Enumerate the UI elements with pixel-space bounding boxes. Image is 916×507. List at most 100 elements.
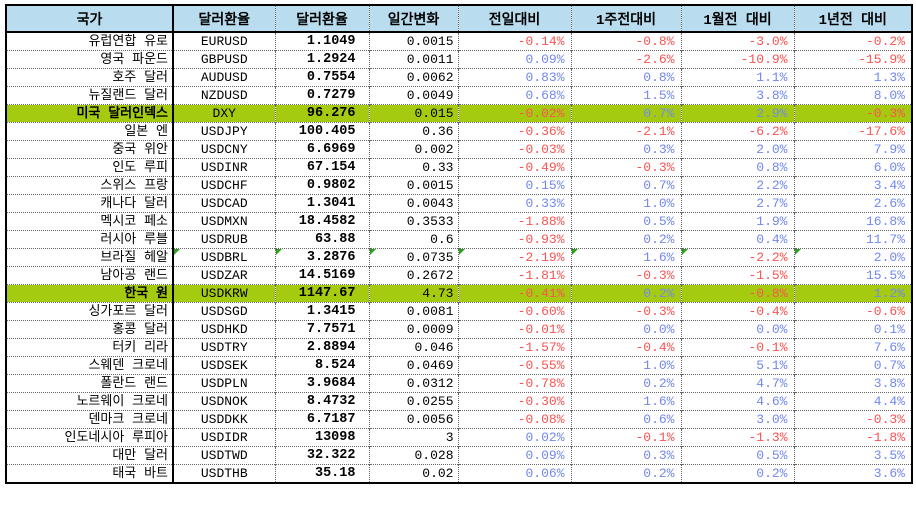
- vs-prev-day-cell[interactable]: 0.33%: [457, 194, 571, 213]
- vs-1-week-cell[interactable]: 1.6%: [570, 392, 681, 411]
- vs-1-month-cell[interactable]: -1.5%: [680, 266, 794, 285]
- vs-prev-day-cell[interactable]: -0.55%: [457, 356, 571, 375]
- vs-1-month-cell[interactable]: -0.4%: [680, 302, 794, 321]
- vs-prev-day-cell[interactable]: 0.09%: [457, 446, 571, 465]
- vs-1-week-cell[interactable]: -0.3%: [570, 266, 681, 285]
- country-cell[interactable]: 태국 바트: [6, 464, 173, 483]
- daily-change-cell[interactable]: 0.015: [368, 104, 458, 123]
- country-cell[interactable]: 한국 원: [6, 284, 173, 303]
- daily-change-cell[interactable]: 0.33: [368, 158, 458, 177]
- rate-cell[interactable]: 2.8894: [274, 338, 369, 357]
- vs-1-month-cell[interactable]: 0.2%: [680, 464, 794, 483]
- daily-change-cell[interactable]: 0.0062: [368, 68, 458, 87]
- rate-cell[interactable]: 0.9802: [274, 176, 369, 195]
- vs-1-month-cell[interactable]: -2.2%: [680, 248, 794, 267]
- country-cell[interactable]: 터키 리라: [6, 338, 173, 357]
- rate-cell[interactable]: 18.4582: [274, 212, 369, 231]
- vs-1-year-cell[interactable]: 15.5%: [793, 266, 912, 285]
- country-cell[interactable]: 멕시코 페소: [6, 212, 173, 231]
- rate-cell[interactable]: 35.18: [274, 464, 369, 483]
- header-rate[interactable]: 달러환율: [274, 5, 369, 33]
- vs-1-month-cell[interactable]: 1.9%: [680, 212, 794, 231]
- vs-1-week-cell[interactable]: 0.6%: [570, 410, 681, 429]
- vs-1-year-cell[interactable]: -0.3%: [793, 410, 912, 429]
- vs-prev-day-cell[interactable]: -1.57%: [457, 338, 571, 357]
- vs-1-year-cell[interactable]: 3.6%: [793, 464, 912, 483]
- header-vs-1-week[interactable]: 1주전대비: [570, 5, 681, 33]
- country-cell[interactable]: 미국 달러인덱스: [6, 104, 173, 123]
- vs-1-month-cell[interactable]: 1.1%: [680, 68, 794, 87]
- vs-1-year-cell[interactable]: 4.4%: [793, 392, 912, 411]
- daily-change-cell[interactable]: 0.0015: [368, 176, 458, 195]
- country-cell[interactable]: 인도 루피: [6, 158, 173, 177]
- ticker-cell[interactable]: USDCHF: [172, 176, 275, 195]
- vs-1-month-cell[interactable]: -0.1%: [680, 338, 794, 357]
- vs-1-week-cell[interactable]: -0.3%: [570, 302, 681, 321]
- country-cell[interactable]: 브라질 헤알: [6, 248, 173, 267]
- vs-1-month-cell[interactable]: 2.0%: [680, 140, 794, 159]
- country-cell[interactable]: 뉴질랜드 달러: [6, 86, 173, 105]
- vs-prev-day-cell[interactable]: -0.08%: [457, 410, 571, 429]
- header-daily-change[interactable]: 일간변화: [368, 5, 458, 33]
- vs-1-year-cell[interactable]: 7.6%: [793, 338, 912, 357]
- vs-1-year-cell[interactable]: 6.0%: [793, 158, 912, 177]
- rate-cell[interactable]: 8.524: [274, 356, 369, 375]
- ticker-cell[interactable]: USDMXN: [172, 212, 275, 231]
- ticker-cell[interactable]: USDTHB: [172, 464, 275, 483]
- vs-prev-day-cell[interactable]: -0.01%: [457, 320, 571, 339]
- vs-prev-day-cell[interactable]: -1.88%: [457, 212, 571, 231]
- country-cell[interactable]: 대만 달러: [6, 446, 173, 465]
- vs-1-year-cell[interactable]: 2.6%: [793, 194, 912, 213]
- vs-1-week-cell[interactable]: 0.7%: [570, 176, 681, 195]
- vs-1-year-cell[interactable]: 8.0%: [793, 86, 912, 105]
- vs-1-month-cell[interactable]: 2.2%: [680, 176, 794, 195]
- header-vs-1-year[interactable]: 1년전 대비: [793, 5, 912, 33]
- daily-change-cell[interactable]: 0.0469: [368, 356, 458, 375]
- vs-1-week-cell[interactable]: 0.0%: [570, 320, 681, 339]
- daily-change-cell[interactable]: 0.0009: [368, 320, 458, 339]
- vs-1-month-cell[interactable]: 4.6%: [680, 392, 794, 411]
- rate-cell[interactable]: 3.2876: [274, 248, 369, 267]
- vs-1-month-cell[interactable]: -6.2%: [680, 122, 794, 141]
- vs-1-week-cell[interactable]: 0.7%: [570, 104, 681, 123]
- vs-1-week-cell[interactable]: 1.0%: [570, 194, 681, 213]
- ticker-cell[interactable]: USDHKD: [172, 320, 275, 339]
- rate-cell[interactable]: 6.7187: [274, 410, 369, 429]
- country-cell[interactable]: 스위스 프랑: [6, 176, 173, 195]
- vs-1-year-cell[interactable]: 11.7%: [793, 230, 912, 249]
- ticker-cell[interactable]: USDPLN: [172, 374, 275, 393]
- daily-change-cell[interactable]: 0.028: [368, 446, 458, 465]
- vs-prev-day-cell[interactable]: -0.36%: [457, 122, 571, 141]
- vs-prev-day-cell[interactable]: -0.49%: [457, 158, 571, 177]
- vs-1-month-cell[interactable]: -1.3%: [680, 428, 794, 447]
- daily-change-cell[interactable]: 0.0015: [368, 31, 458, 51]
- vs-1-month-cell[interactable]: 2.9%: [680, 104, 794, 123]
- vs-prev-day-cell[interactable]: -0.30%: [457, 392, 571, 411]
- ticker-cell[interactable]: USDJPY: [172, 122, 275, 141]
- ticker-cell[interactable]: AUDUSD: [172, 68, 275, 87]
- vs-1-month-cell[interactable]: 2.7%: [680, 194, 794, 213]
- vs-1-year-cell[interactable]: 1.3%: [793, 68, 912, 87]
- country-cell[interactable]: 러시아 루블: [6, 230, 173, 249]
- ticker-cell[interactable]: USDTRY: [172, 338, 275, 357]
- ticker-cell[interactable]: USDIDR: [172, 428, 275, 447]
- vs-1-year-cell[interactable]: 3.4%: [793, 176, 912, 195]
- vs-1-month-cell[interactable]: -0.8%: [680, 284, 794, 303]
- ticker-cell[interactable]: USDNOK: [172, 392, 275, 411]
- daily-change-cell[interactable]: 0.0081: [368, 302, 458, 321]
- country-cell[interactable]: 스웨덴 크로네: [6, 356, 173, 375]
- daily-change-cell[interactable]: 0.046: [368, 338, 458, 357]
- country-cell[interactable]: 노르웨이 크로네: [6, 392, 173, 411]
- rate-cell[interactable]: 100.405: [274, 122, 369, 141]
- country-cell[interactable]: 인도네시아 루피아: [6, 428, 173, 447]
- vs-1-year-cell[interactable]: 7.9%: [793, 140, 912, 159]
- daily-change-cell[interactable]: 0.002: [368, 140, 458, 159]
- vs-1-week-cell[interactable]: -2.6%: [570, 50, 681, 69]
- ticker-cell[interactable]: USDDKK: [172, 410, 275, 429]
- daily-change-cell[interactable]: 0.0049: [368, 86, 458, 105]
- vs-prev-day-cell[interactable]: -0.03%: [457, 140, 571, 159]
- header-vs-1-month[interactable]: 1월전 대비: [680, 5, 794, 33]
- rate-cell[interactable]: 1.2924: [274, 50, 369, 69]
- ticker-cell[interactable]: USDRUB: [172, 230, 275, 249]
- country-cell[interactable]: 중국 위안: [6, 140, 173, 159]
